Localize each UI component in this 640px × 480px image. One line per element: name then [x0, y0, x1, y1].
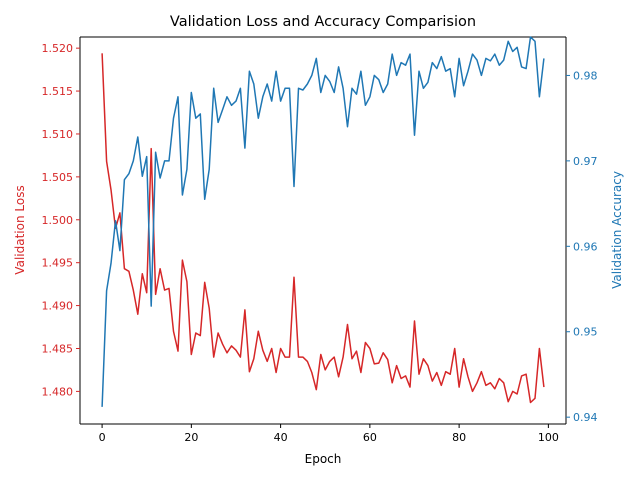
- left-tick-label: 1.490: [42, 300, 74, 313]
- right-axis-ticks: 0.94 0.95 0.96 0.97 0.98: [566, 69, 598, 424]
- x-axis-label: Epoch: [305, 452, 342, 466]
- right-tick-label: 0.96: [573, 240, 598, 253]
- left-axis-label: Validation Loss: [13, 185, 27, 274]
- left-tick-label: 1.480: [42, 385, 74, 398]
- left-tick-label: 1.515: [42, 85, 74, 98]
- left-tick-label: 1.505: [42, 171, 74, 184]
- left-tick-label: 1.485: [42, 342, 74, 355]
- x-tick-label: 40: [274, 431, 288, 444]
- series-lines: [101, 36, 545, 407]
- right-tick-label: 0.95: [573, 326, 598, 339]
- x-axis-ticks: 0 20 40 60 80 100: [99, 424, 559, 444]
- right-axis-label: Validation Accuracy: [610, 171, 624, 289]
- x-tick-label: 0: [99, 431, 106, 444]
- x-tick-label: 100: [538, 431, 559, 444]
- right-tick-label: 0.98: [573, 69, 598, 82]
- plot-area: [79, 36, 567, 425]
- left-tick-label: 1.500: [42, 214, 74, 227]
- validation-accuracy-line: [101, 36, 545, 407]
- x-tick-label: 20: [184, 431, 198, 444]
- x-tick-label: 60: [363, 431, 377, 444]
- chart-title: Validation Loss and Accuracy Comparision: [170, 14, 476, 30]
- right-tick-label: 0.94: [573, 411, 598, 424]
- left-tick-label: 1.510: [42, 128, 74, 141]
- validation-loss-line: [101, 53, 545, 404]
- left-tick-label: 1.520: [42, 42, 74, 55]
- left-tick-label: 1.495: [42, 257, 74, 270]
- right-tick-label: 0.97: [573, 155, 598, 168]
- left-axis-ticks: 1.480 1.485 1.490 1.495 1.500 1.505 1.510 1.515…: [42, 42, 80, 398]
- x-tick-label: 80: [452, 431, 466, 444]
